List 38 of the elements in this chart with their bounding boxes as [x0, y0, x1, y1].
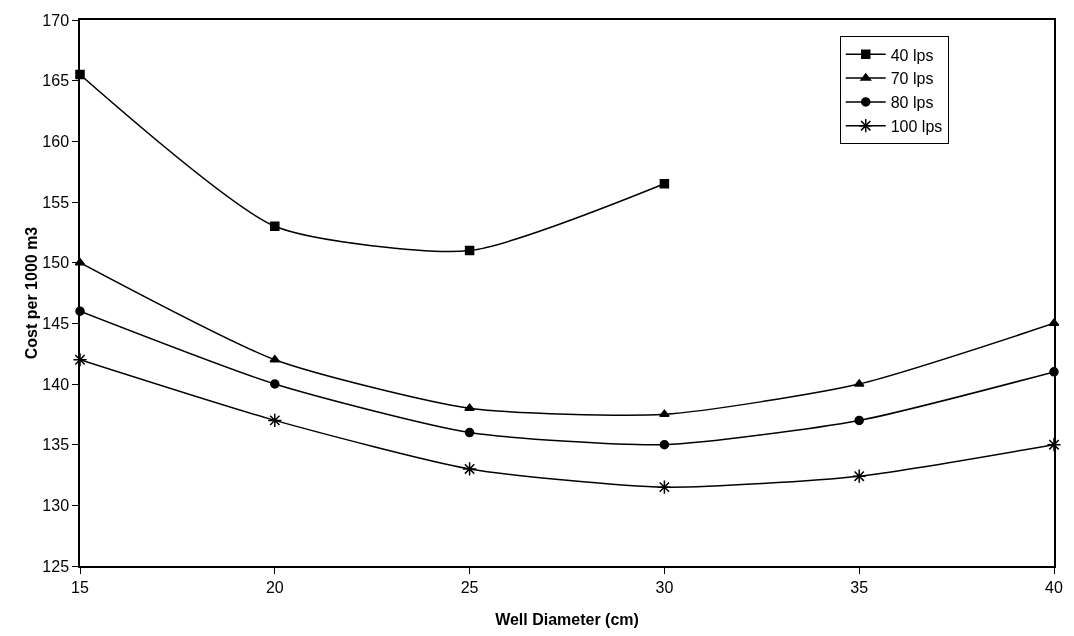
point	[462, 461, 477, 477]
x-tick-label: 20	[265, 578, 284, 596]
point	[851, 468, 867, 484]
point	[270, 221, 280, 232]
point	[464, 245, 475, 256]
point	[270, 379, 280, 389]
point	[854, 415, 864, 426]
y-tick-label: 135	[42, 436, 70, 454]
point	[267, 413, 283, 428]
y-tick-label: 125	[42, 557, 70, 575]
x-tick-label: 30	[655, 578, 674, 596]
y-axis-title: Cost per 1000 m3	[23, 226, 41, 360]
x-tick-label: 35	[850, 578, 869, 596]
point	[657, 479, 672, 495]
point	[1046, 437, 1062, 453]
legend-label: 100 lps	[890, 117, 943, 135]
y-tick-label: 150	[42, 254, 70, 272]
point	[464, 403, 475, 412]
point	[72, 352, 88, 368]
point	[659, 439, 670, 450]
point	[659, 179, 670, 189]
y-tick-label: 155	[42, 193, 70, 211]
legend-label: 40 lps	[890, 46, 934, 64]
y-tick-label: 145	[42, 314, 70, 332]
point	[659, 409, 670, 418]
x-tick-label: 40	[1045, 578, 1063, 596]
y-tick-label: 160	[42, 132, 70, 150]
x-tick-label: 15	[71, 578, 89, 596]
y-tick-label: 140	[42, 375, 70, 393]
point	[464, 427, 475, 438]
x-axis-title: Well Diameter (cm)	[495, 610, 639, 628]
y-tick-label: 165	[42, 72, 70, 90]
legend-label: 70 lps	[890, 70, 934, 88]
x-tick-label: 25	[460, 578, 479, 596]
legend-label: 80 lps	[890, 94, 934, 112]
y-tick-label: 130	[42, 496, 70, 514]
y-tick-label: 170	[42, 11, 70, 29]
point	[269, 354, 281, 363]
